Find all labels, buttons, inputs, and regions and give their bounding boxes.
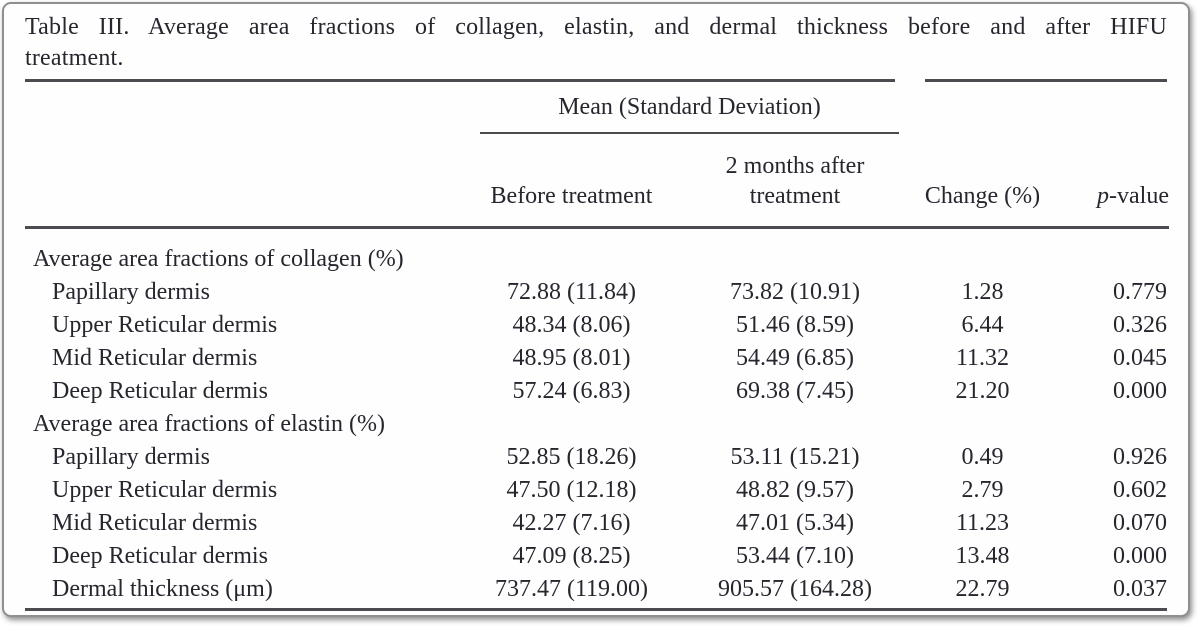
cell-change: 2.79 [961, 476, 1004, 503]
cell-change: 13.48 [955, 542, 1010, 569]
table-row: Papillary dermis 52.85 (18.26) 53.11 (15… [25, 441, 1169, 474]
row-label: Deep Reticular dermis [52, 542, 268, 569]
row-label: Upper Reticular dermis [52, 476, 278, 503]
empty-cell [25, 134, 440, 229]
col-header-after-treatment: 2 months after treatment [685, 134, 905, 229]
cell-after: 69.38 (7.45) [736, 377, 854, 404]
results-table: Mean (Standard Deviation) Before treatme… [25, 82, 1169, 606]
empty-cell [1060, 82, 1169, 134]
col-header-change-percent: Change (%) [905, 134, 1060, 229]
cell-after: 54.49 (6.85) [736, 344, 854, 371]
cell-pvalue: 0.000 [1113, 377, 1167, 404]
row-label: Deep Reticular dermis [52, 377, 268, 404]
cell-change: 0.49 [961, 443, 1004, 470]
cell-change: 6.44 [961, 311, 1004, 338]
cell-change: 21.20 [955, 377, 1010, 404]
section-label: Average area fractions of collagen (%) [33, 245, 404, 272]
cell-before: 52.85 (18.26) [506, 443, 637, 470]
spanner-header-row: Mean (Standard Deviation) [25, 82, 1169, 134]
p-italic: p [1097, 182, 1110, 209]
cell-after: 51.46 (8.59) [736, 311, 854, 338]
table-row: Mid Reticular dermis 48.95 (8.01) 54.49 … [25, 342, 1169, 375]
table-row: Mid Reticular dermis 42.27 (7.16) 47.01 … [25, 507, 1169, 540]
spanner-cell: Mean (Standard Deviation) [440, 82, 905, 134]
cell-change: 22.79 [955, 575, 1010, 602]
cell-pvalue: 0.326 [1113, 311, 1167, 338]
empty-cell [905, 82, 1060, 134]
cell-after: 47.01 (5.34) [736, 509, 854, 536]
table-row: Papillary dermis 72.88 (11.84) 73.82 (10… [25, 276, 1169, 309]
cell-after: 73.82 (10.91) [730, 278, 860, 305]
cell-before: 48.34 (8.06) [512, 311, 631, 338]
empty-cell [25, 82, 440, 134]
cell-pvalue: 0.926 [1113, 443, 1167, 470]
table-row: Dermal thickness (μm) 737.47 (119.00) 90… [25, 573, 1169, 606]
paper-table-card: Table III. Average area fractions of col… [2, 2, 1190, 617]
row-label: Mid Reticular dermis [52, 344, 258, 371]
section-label: Average area fractions of elastin (%) [33, 410, 386, 437]
cell-after: 53.44 (7.10) [736, 542, 854, 569]
table-row: Upper Reticular dermis 47.50 (12.18) 48.… [25, 474, 1169, 507]
column-header-row: Before treatment 2 months after treatmen… [25, 134, 1169, 229]
cell-pvalue: 0.000 [1113, 542, 1167, 569]
section-header-row-collagen: Average area fractions of collagen (%) [25, 227, 1169, 276]
cell-change: 11.23 [955, 509, 1010, 536]
table-row: Deep Reticular dermis 57.24 (6.83) 69.38… [25, 375, 1169, 408]
row-label: Mid Reticular dermis [52, 509, 258, 536]
cell-before: 48.95 (8.01) [512, 344, 631, 371]
cell-after: 48.82 (9.57) [736, 476, 854, 503]
row-label: Papillary dermis [52, 443, 210, 470]
table-caption-line2: treatment. [25, 45, 124, 71]
cell-before: 57.24 (6.83) [512, 377, 631, 404]
cell-after: 53.11 (15.21) [730, 443, 860, 470]
col-header-after-treatment-text: 2 months after treatment [725, 152, 865, 209]
row-label: Dermal thickness (μm) [52, 575, 273, 602]
section-header-row-elastin: Average area fractions of elastin (%) [25, 408, 1169, 441]
cell-after: 905.57 (164.28) [718, 575, 872, 602]
cell-change: 11.32 [955, 344, 1010, 371]
table-row: Deep Reticular dermis 47.09 (8.25) 53.44… [25, 540, 1169, 573]
cell-before: 47.09 (8.25) [512, 542, 631, 569]
cell-before: 737.47 (119.00) [494, 575, 649, 602]
cell-change: 1.28 [961, 278, 1004, 305]
row-label: Papillary dermis [52, 278, 210, 305]
cell-pvalue: 0.602 [1113, 476, 1167, 503]
col-header-before-treatment: Before treatment [440, 134, 685, 229]
row-label: Upper Reticular dermis [52, 311, 278, 338]
table-caption-line1: Table III. Average area fractions of col… [25, 14, 1167, 40]
cell-before: 42.27 (7.16) [512, 509, 631, 536]
cell-pvalue: 0.037 [1113, 575, 1167, 602]
p-value-suffix: -value [1109, 182, 1169, 209]
cell-before: 72.88 (11.84) [506, 278, 637, 305]
cell-pvalue: 0.070 [1113, 509, 1167, 536]
cell-pvalue: 0.779 [1113, 278, 1167, 305]
col-header-p-value: p-value [1060, 134, 1169, 229]
top-rule-divider [25, 79, 1167, 82]
spanner-label: Mean (Standard Deviation) [480, 93, 899, 134]
cell-before: 47.50 (12.18) [506, 476, 637, 503]
table-row: Upper Reticular dermis 48.34 (8.06) 51.4… [25, 309, 1169, 342]
cell-pvalue: 0.045 [1113, 344, 1167, 371]
bottom-rule-divider [25, 607, 1167, 611]
